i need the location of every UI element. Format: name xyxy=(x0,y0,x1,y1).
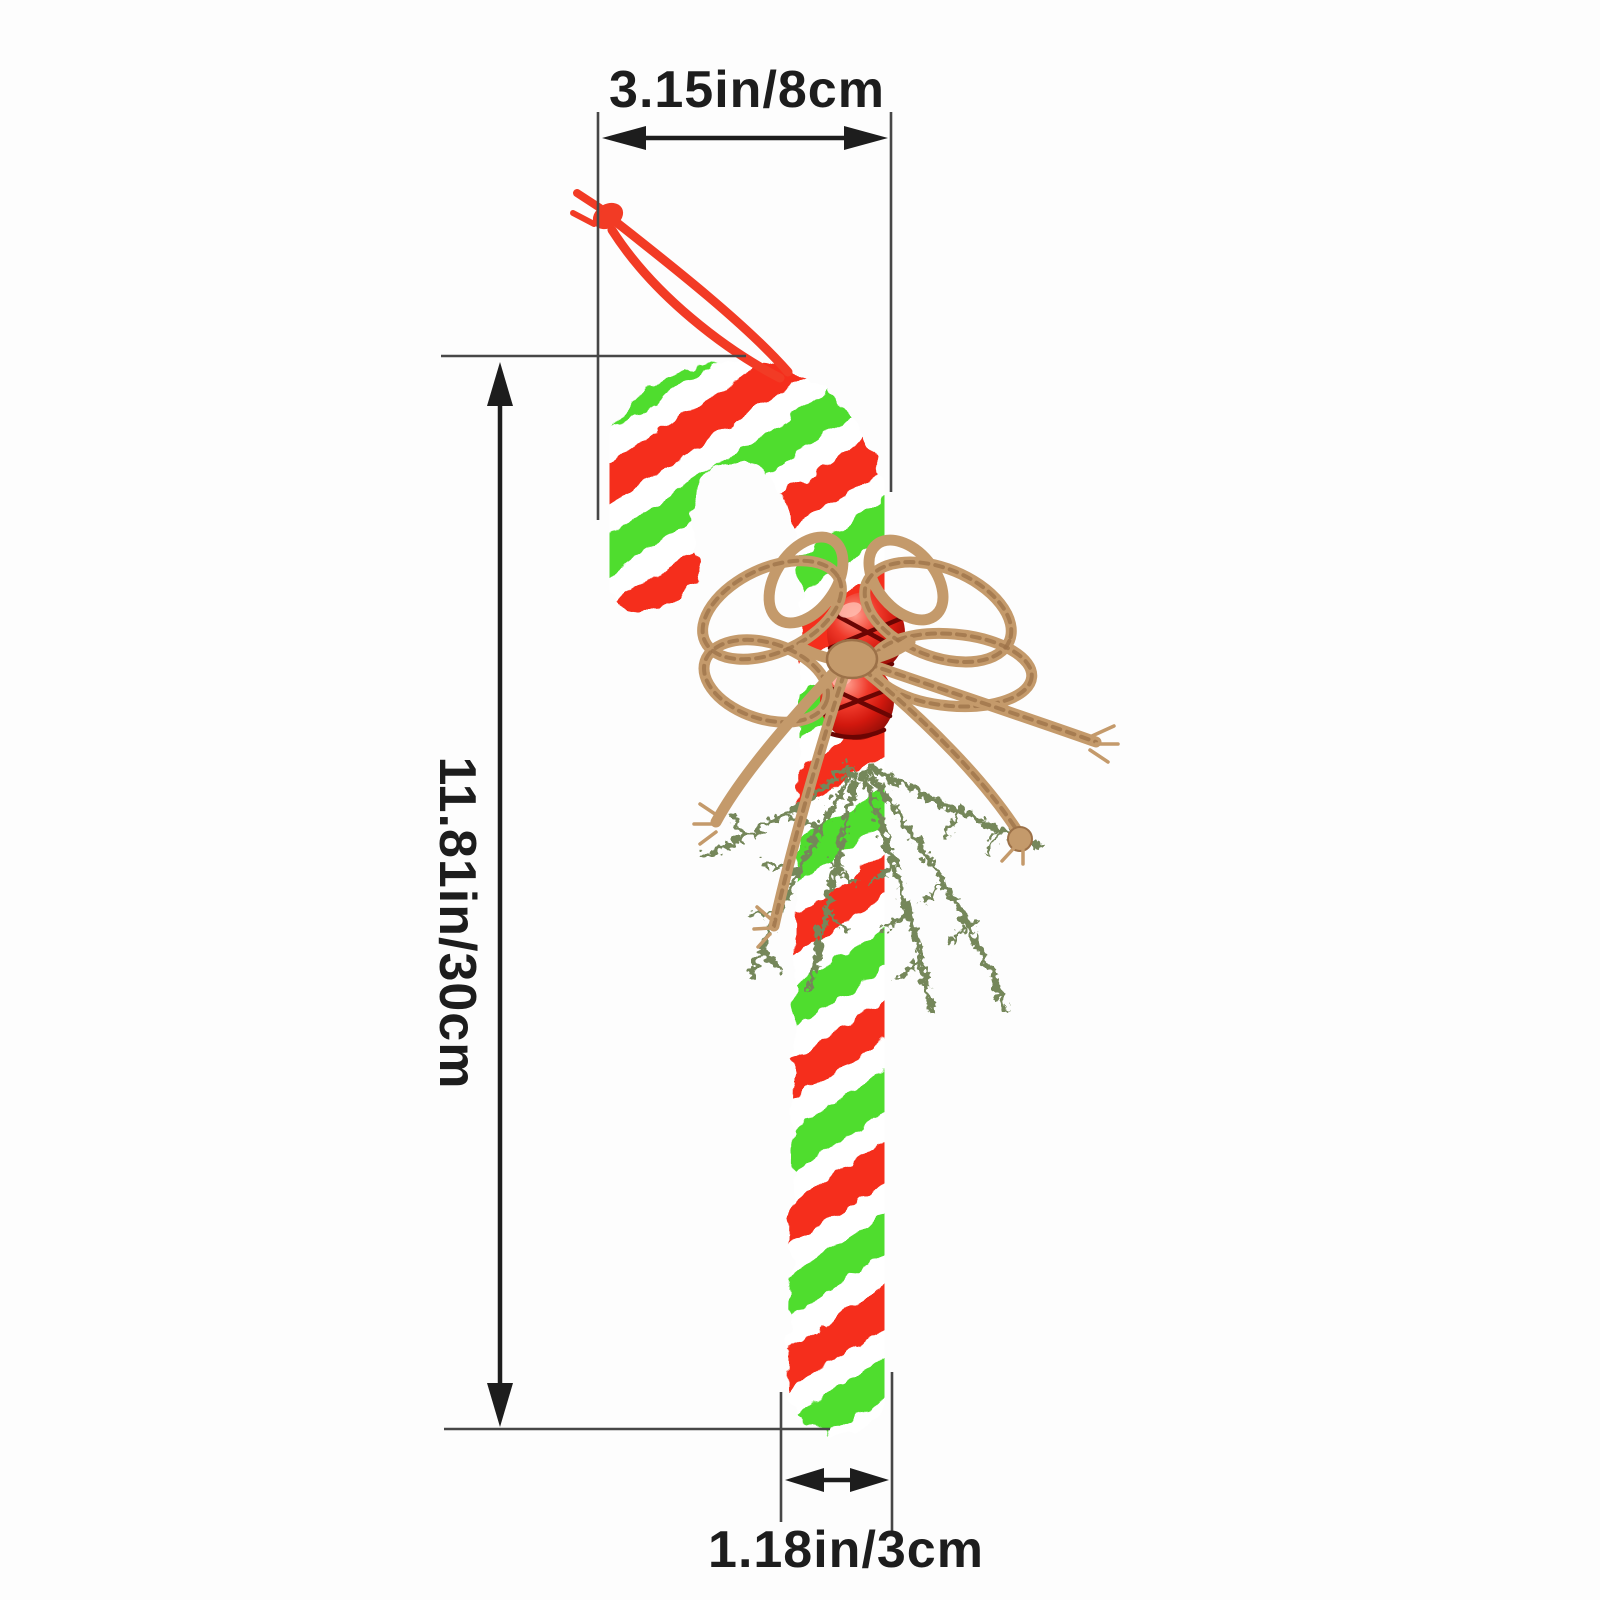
hook-width-label: 3.15in/8cm xyxy=(609,61,885,119)
candy-cane xyxy=(590,360,904,1435)
dimension-annotations xyxy=(441,112,894,1532)
tube-diameter-label: 1.18in/3cm xyxy=(708,1521,984,1579)
overall-height-arrow xyxy=(487,362,513,1427)
bow-knot xyxy=(825,638,879,680)
cedar-sprigs xyxy=(693,759,1041,1011)
overall-height-label: 11.81in/30cm xyxy=(428,756,486,1090)
hook-width-arrow xyxy=(602,126,888,150)
extension-lines xyxy=(441,112,894,1532)
twine-tail xyxy=(710,662,844,828)
jute-bow xyxy=(692,531,1120,949)
twine-knot-end xyxy=(1007,826,1033,852)
tube-diameter-arrow xyxy=(785,1468,889,1492)
hanging-ribbon xyxy=(570,189,793,383)
